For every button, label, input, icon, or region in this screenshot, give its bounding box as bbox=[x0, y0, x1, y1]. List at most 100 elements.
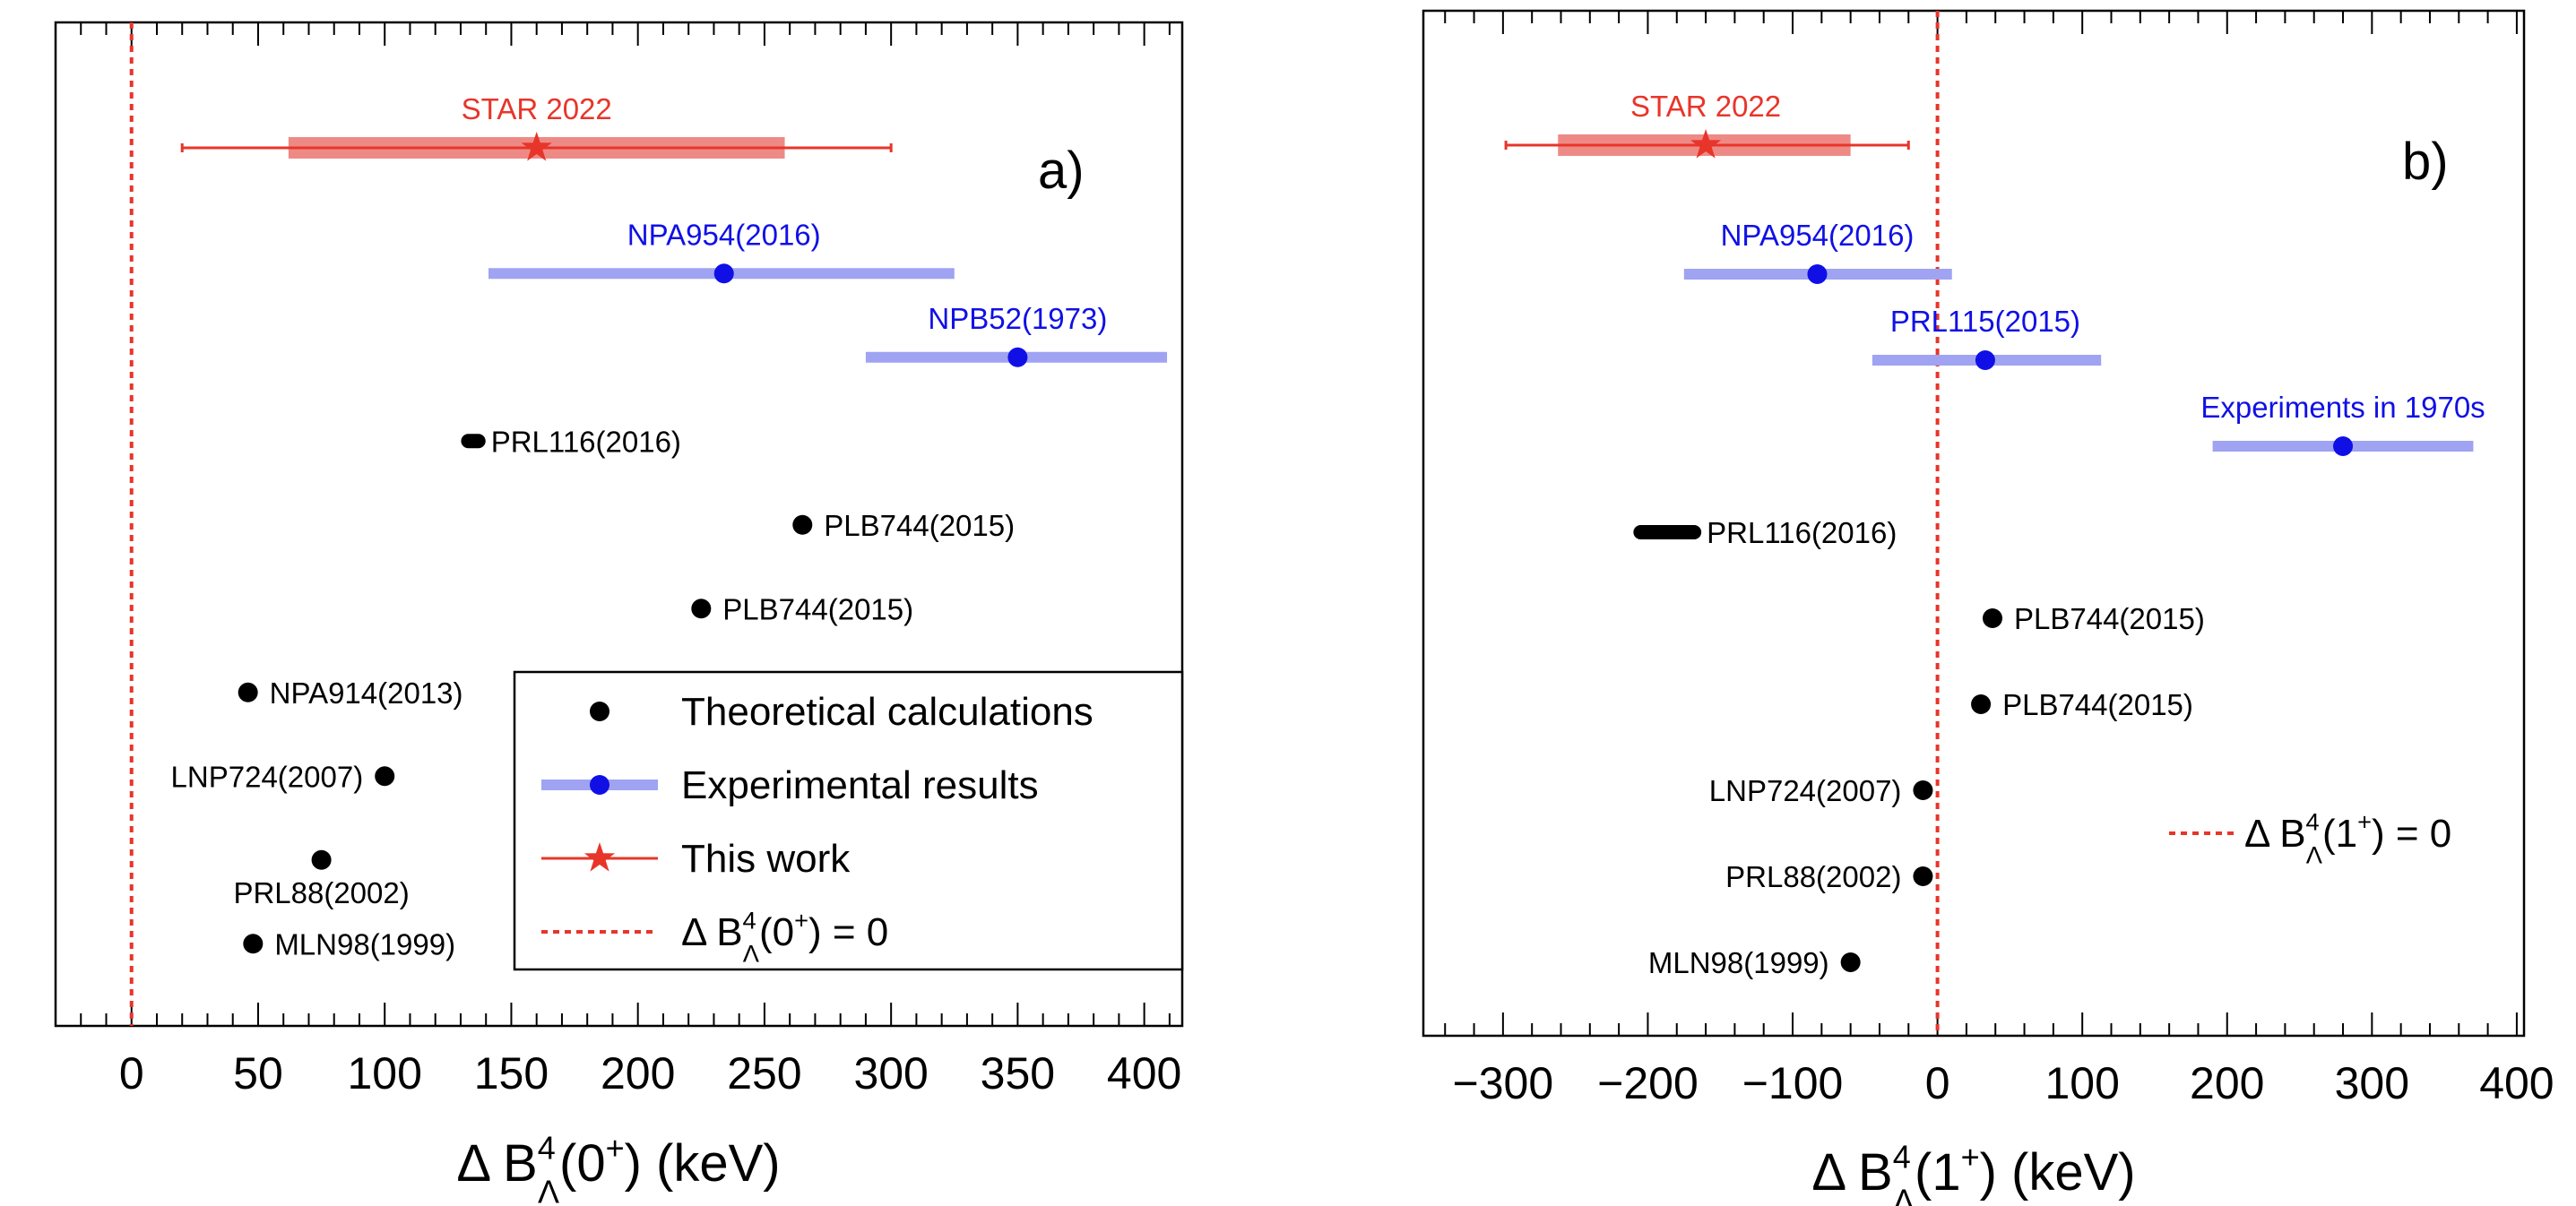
label-part-sup: 4 bbox=[743, 907, 756, 935]
data-point-theory: PLB744(2015) bbox=[691, 592, 913, 625]
star-marker bbox=[1690, 129, 1722, 159]
legend: Theoretical calculations Experimental res… bbox=[513, 670, 1184, 971]
data-point-label: LNP724(2007) bbox=[1709, 774, 1902, 807]
x-tick-label: 250 bbox=[727, 1048, 801, 1098]
theory-marker bbox=[1913, 780, 1933, 800]
label-part-state-sup: + bbox=[794, 907, 808, 935]
plot-frame bbox=[1422, 9, 2526, 1038]
label-part-prefix: Δ B bbox=[456, 1134, 537, 1193]
label-part-sub: Λ bbox=[743, 940, 760, 968]
label-part-sub: Λ bbox=[2306, 841, 2323, 869]
theory-marker bbox=[1983, 608, 2003, 628]
data-point-theory: PLB744(2015) bbox=[1971, 688, 2193, 721]
data-point-theory: LNP724(2007) bbox=[1709, 774, 1933, 807]
data-point-theory: PRL88(2002) bbox=[1725, 860, 1933, 893]
x-axis-ticks bbox=[55, 22, 1171, 1026]
data-point-label: LNP724(2007) bbox=[171, 760, 364, 793]
data-point-label: NPB52(1973) bbox=[928, 302, 1107, 335]
legend-label: Theoretical calculations bbox=[681, 690, 1094, 734]
data-point-label: STAR 2022 bbox=[462, 92, 612, 125]
experimental-marker bbox=[1975, 350, 1995, 370]
data-point-label: NPA914(2013) bbox=[270, 676, 463, 710]
x-tick-label: 400 bbox=[1107, 1048, 1181, 1098]
data-point-this-work: STAR 2022 bbox=[180, 92, 893, 161]
x-tick-label: 0 bbox=[119, 1048, 144, 1098]
experimental-marker bbox=[1807, 264, 1828, 284]
data-point-label: NPA954(2016) bbox=[627, 218, 821, 251]
panel-letter: a) bbox=[1038, 142, 1085, 200]
data-point-experiment: NPB52(1973) bbox=[865, 302, 1168, 367]
label-part-state-sup: + bbox=[2357, 808, 2372, 836]
x-tick-label: 300 bbox=[2335, 1058, 2409, 1108]
data-point-label: PRL116(2016) bbox=[1707, 516, 1897, 549]
experimental-marker bbox=[2333, 436, 2354, 456]
x-tick-label: 350 bbox=[981, 1048, 1055, 1098]
x-tick-label: −300 bbox=[1453, 1058, 1554, 1108]
data-point-experiment: NPA954(2016) bbox=[1683, 219, 1952, 284]
x-tick-label: 400 bbox=[2479, 1058, 2554, 1108]
theory-marker bbox=[375, 766, 395, 787]
label-part-state-sup: + bbox=[606, 1130, 625, 1167]
legend-label: This work bbox=[681, 837, 851, 881]
theory-marker bbox=[1840, 952, 1861, 972]
label-part-state: (1 bbox=[2322, 812, 2357, 856]
data-point-label: PLB744(2015) bbox=[2014, 602, 2205, 635]
legend-label: Δ B4 Λ(1+) = 0 bbox=[2244, 808, 2451, 869]
data-point-theory: MLN98(1999) bbox=[243, 927, 455, 960]
label-part-prefix: Δ B bbox=[2244, 812, 2306, 856]
theory-marker bbox=[691, 599, 712, 619]
label-part-suffix: ) (keV) bbox=[625, 1134, 781, 1193]
legend-label: Experimental results bbox=[681, 763, 1039, 807]
label-part-sub: Λ bbox=[1893, 1182, 1915, 1206]
legend-dot-icon bbox=[590, 702, 609, 721]
label-part-prefix: Δ B bbox=[1811, 1143, 1892, 1202]
label-part-sub: Λ bbox=[538, 1173, 559, 1206]
x-tick-label: 0 bbox=[1925, 1058, 1950, 1108]
legend-entry: Δ B4 Λ(0+) = 0 bbox=[541, 907, 888, 968]
x-tick-label: 50 bbox=[233, 1048, 283, 1098]
data-point-theory: PLB744(2015) bbox=[1983, 602, 2205, 635]
legend-box bbox=[513, 670, 1184, 971]
label-part-suffix: ) = 0 bbox=[808, 910, 888, 954]
data-point-theory: PRL116(2016) bbox=[1633, 516, 1897, 549]
data-point-theory: LNP724(2007) bbox=[171, 760, 395, 793]
x-axis-ticks bbox=[1444, 11, 2518, 1036]
legend-entry: Δ B4 Λ(1+) = 0 bbox=[2169, 808, 2451, 869]
label-part-state: (1 bbox=[1915, 1143, 1961, 1202]
theory-marker bbox=[1971, 694, 1992, 714]
x-tick-label: 300 bbox=[853, 1048, 928, 1098]
x-axis-title: Δ B4 Λ(1+) (keV) bbox=[1811, 1139, 2135, 1206]
star-marker bbox=[521, 132, 552, 161]
data-point-label: STAR 2022 bbox=[1630, 90, 1781, 123]
label-part-sup: 4 bbox=[1893, 1139, 1911, 1176]
legend-label: Δ B4 Λ(0+) = 0 bbox=[681, 907, 888, 968]
label-part-state: (0 bbox=[559, 1134, 606, 1193]
label-part-prefix: Δ B bbox=[681, 910, 743, 954]
data-point-label: PRL116(2016) bbox=[491, 425, 681, 458]
x-axis-title: Δ B4 Λ(0+) (keV) bbox=[456, 1130, 780, 1206]
legend-entry: Theoretical calculations bbox=[590, 690, 1094, 734]
x-tick-label: −100 bbox=[1742, 1058, 1844, 1108]
data-point-label: MLN98(1999) bbox=[1648, 946, 1829, 979]
x-tick-label: 100 bbox=[2044, 1058, 2119, 1108]
data-point-experiment: NPA954(2016) bbox=[488, 218, 955, 284]
data-point-theory: PRL88(2002) bbox=[233, 849, 410, 909]
legend-entry: This work bbox=[541, 837, 851, 881]
theory-marker bbox=[792, 514, 813, 535]
legend: Δ B4 Λ(1+) = 0 bbox=[2169, 808, 2451, 869]
x-tick-label: 200 bbox=[2190, 1058, 2264, 1108]
label-part-sup: 4 bbox=[538, 1130, 556, 1167]
data-point-label: PRL88(2002) bbox=[1725, 860, 1901, 893]
label-part-sup: 4 bbox=[2306, 808, 2320, 836]
data-point-theory: NPA914(2013) bbox=[238, 676, 463, 710]
label-part-suffix: ) = 0 bbox=[2372, 812, 2451, 856]
experimental-marker bbox=[713, 263, 734, 284]
label-part-state: (0 bbox=[759, 910, 794, 954]
theory-marker bbox=[1913, 866, 1933, 886]
label-part-suffix: ) (keV) bbox=[1980, 1143, 2136, 1202]
label-part-state-sup: + bbox=[1961, 1139, 1980, 1176]
data-point-experiment: PRL115(2015) bbox=[1871, 305, 2102, 370]
theory-marker bbox=[311, 849, 332, 870]
